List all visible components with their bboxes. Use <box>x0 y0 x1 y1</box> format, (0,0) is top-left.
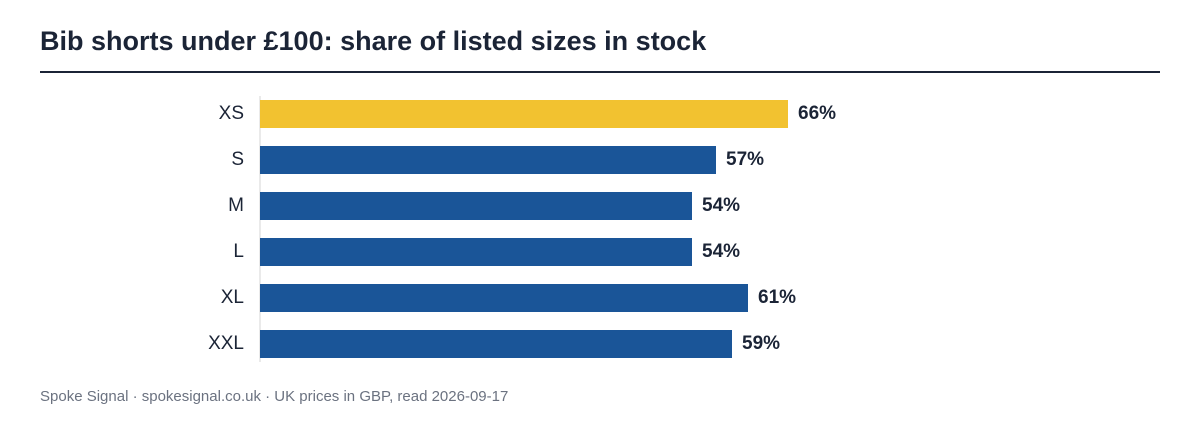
bar-m <box>260 192 692 220</box>
value-label-xs: 66% <box>798 103 836 124</box>
category-label-s: S <box>231 149 244 170</box>
value-label-xxl: 59% <box>742 333 780 354</box>
value-label-m: 54% <box>702 195 740 216</box>
chart-title: Bib shorts under £100: share of listed s… <box>40 26 707 56</box>
category-label-xxl: XXL <box>208 333 244 354</box>
value-label-l: 54% <box>702 241 740 262</box>
bar-s <box>260 146 716 174</box>
value-label-xl: 61% <box>758 287 796 308</box>
category-label-m: M <box>228 195 244 216</box>
category-label-xs: XS <box>219 103 244 124</box>
value-label-s: 57% <box>726 149 764 170</box>
bar-xl <box>260 284 748 312</box>
bar-xs <box>260 100 788 128</box>
bar-chart: XS 66% S 57% M 54% L 54% XL 61% XXL 59% <box>208 96 836 362</box>
category-label-l: L <box>233 241 244 262</box>
category-label-xl: XL <box>221 287 244 308</box>
bar-xxl <box>260 330 732 358</box>
title-divider <box>40 71 1160 73</box>
source-note: Spoke Signal · spokesignal.co.uk · UK pr… <box>40 388 509 405</box>
bars-layer: XS 66% S 57% M 54% L 54% XL 61% XXL 59% <box>208 100 836 358</box>
bar-l <box>260 238 692 266</box>
